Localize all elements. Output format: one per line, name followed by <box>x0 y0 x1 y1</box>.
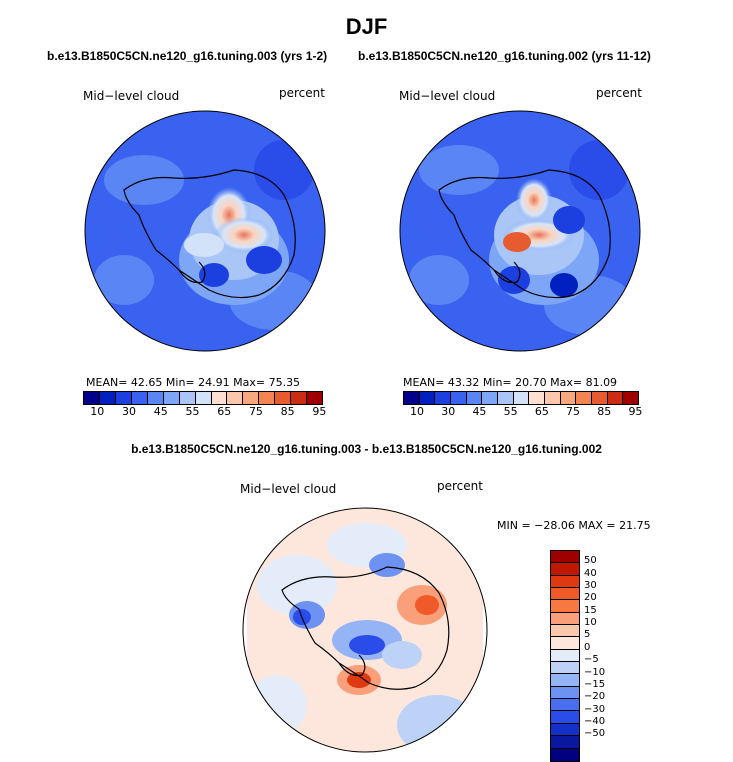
colorbar-box <box>551 699 579 712</box>
colorbar-box <box>307 392 323 404</box>
colorbar-box <box>513 392 530 404</box>
colorbar-box <box>529 392 546 404</box>
colorbar-box <box>551 588 579 601</box>
colorbar-box <box>551 736 579 749</box>
colorbar-box <box>227 392 244 404</box>
colorbar-box <box>291 392 308 404</box>
colorbar-box <box>435 392 452 404</box>
panel2-stats: MEAN= 43.32 Min= 20.70 Max= 81.09 <box>403 376 618 389</box>
colorbar-box <box>560 392 577 404</box>
colorbar-tick-label: −5 <box>584 654 599 666</box>
colorbar-tick-label: −20 <box>584 691 606 703</box>
panel2-units: percent <box>596 86 642 100</box>
colorbar-tick-label: 55 <box>185 405 200 418</box>
colorbar-box <box>551 575 579 589</box>
colorbar-tick-label: −15 <box>584 678 606 690</box>
colorbar-box <box>179 392 196 404</box>
colorbar-tick-label: 5 <box>584 629 591 641</box>
colorbar-box <box>576 392 593 404</box>
panel1-colorbar <box>83 391 323 405</box>
colorbar-box <box>243 392 260 404</box>
colorbar-box <box>498 392 514 404</box>
colorbar-box <box>551 612 579 626</box>
colorbar-tick-label: 75 <box>248 405 263 418</box>
colorbar-box <box>592 392 608 404</box>
colorbar-box <box>551 723 579 737</box>
colorbar-box <box>195 392 212 404</box>
diff-colorbar-ticks: 50 40 30 20 15 10 5 0 −5 −10 −15 −20 −30 −40 −50 <box>584 550 624 750</box>
colorbar-box <box>551 625 579 638</box>
colorbar-tick-label: 95 <box>628 405 643 418</box>
colorbar-box <box>551 686 579 700</box>
panel1-colorbar-ticks: 10 30 45 55 65 75 85 95 <box>83 405 326 419</box>
colorbar-box <box>551 711 579 724</box>
diff-map <box>242 507 488 753</box>
colorbar-box <box>551 600 579 613</box>
colorbar-tick-label: 65 <box>534 405 549 418</box>
colorbar-tick-label: −10 <box>584 666 606 678</box>
colorbar-tick-label: −30 <box>584 703 606 715</box>
colorbar-tick-label: 50 <box>584 555 597 567</box>
colorbar-tick-label: 15 <box>584 604 597 616</box>
colorbar-box <box>84 392 100 404</box>
colorbar-box <box>551 649 579 663</box>
colorbar-box <box>115 392 132 404</box>
colorbar-tick-label: 85 <box>597 405 612 418</box>
diff-label: b.e13.B1850C5CN.ne120_g16.tuning.003 - b… <box>131 442 602 456</box>
panel2-map <box>399 110 641 352</box>
colorbar-tick-label: 0 <box>584 641 591 653</box>
colorbar-tick-label: 95 <box>312 405 327 418</box>
colorbar-box <box>275 392 292 404</box>
colorbar-tick-label: 65 <box>217 405 232 418</box>
colorbar-tick-label: 45 <box>472 405 487 418</box>
diff-colorbar <box>550 550 580 762</box>
diff-stats: MIN = −28.06 MAX = 21.75 <box>497 519 651 532</box>
colorbar-box <box>163 392 180 404</box>
colorbar-box <box>551 563 579 576</box>
colorbar-box <box>551 674 579 687</box>
colorbar-box <box>551 551 579 564</box>
colorbar-box <box>623 392 639 404</box>
diff-var-label: Mid−level cloud <box>240 482 337 496</box>
colorbar-box <box>482 392 499 404</box>
panel2-colorbar-ticks: 10 30 45 55 65 75 85 95 <box>403 405 642 419</box>
colorbar-tick-label: −40 <box>584 715 606 727</box>
case1-label: b.e13.B1850C5CN.ne120_g16.tuning.003 (yr… <box>47 49 328 63</box>
colorbar-tick-label: 10 <box>584 617 597 629</box>
colorbar-box <box>607 392 624 404</box>
colorbar-box <box>99 392 116 404</box>
colorbar-tick-label: 40 <box>584 567 597 579</box>
colorbar-tick-label: 55 <box>503 405 518 418</box>
colorbar-box <box>419 392 436 404</box>
colorbar-tick-label: 20 <box>584 592 597 604</box>
colorbar-tick-label: 30 <box>584 580 597 592</box>
colorbar-box <box>404 392 420 404</box>
colorbar-box <box>451 392 467 404</box>
colorbar-tick-label: 45 <box>153 405 168 418</box>
panel2-colorbar <box>403 391 639 405</box>
case2-label: b.e13.B1850C5CN.ne120_g16.tuning.002 (yr… <box>358 49 651 63</box>
panel1-stats: MEAN= 42.65 Min= 24.91 Max= 75.35 <box>86 376 301 389</box>
colorbar-box <box>545 392 561 404</box>
colorbar-tick-label: 30 <box>122 405 136 418</box>
colorbar-tick-label: 10 <box>90 405 105 418</box>
page-title: DJF <box>345 14 388 39</box>
colorbar-tick-label: 30 <box>441 405 456 418</box>
panel1-var-label: Mid−level cloud <box>83 89 180 103</box>
colorbar-box <box>131 392 148 404</box>
colorbar-box <box>466 392 483 404</box>
colorbar-box <box>551 637 579 650</box>
colorbar-tick-label: 10 <box>410 405 425 418</box>
panel1-units: percent <box>279 86 325 100</box>
panel2-var-label: Mid−level cloud <box>399 89 496 103</box>
panel1-map <box>84 110 326 352</box>
colorbar-tick-label: 75 <box>566 405 581 418</box>
diff-units: percent <box>437 479 483 493</box>
colorbar-tick-label: −50 <box>584 728 606 740</box>
colorbar-tick-label: 85 <box>280 405 295 418</box>
colorbar-box <box>147 392 164 404</box>
colorbar-box <box>259 392 276 404</box>
colorbar-box <box>211 392 228 404</box>
colorbar-box <box>551 662 579 675</box>
